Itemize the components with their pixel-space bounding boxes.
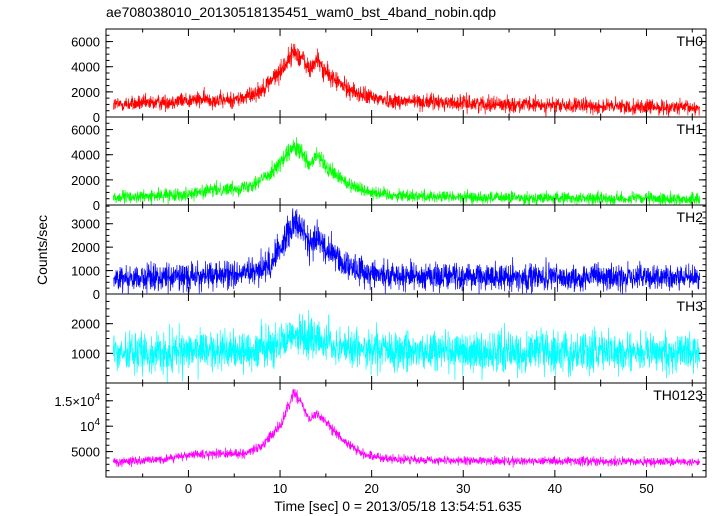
y-tick-label: 2000 [71,240,100,255]
y-tick-label: 0 [93,198,100,213]
y-tick-label: 1000 [71,264,100,279]
x-tick-label: 30 [456,481,470,496]
series-line-th3 [112,310,700,383]
y-tick-label: 4000 [71,148,100,163]
panel-label: TH0123 [653,387,703,403]
x-tick-label: 50 [639,481,653,496]
y-tick-label: 3000 [71,217,100,232]
chart-title: ae708038010_20130518135451_wam0_bst_4ban… [106,4,496,20]
y-tick-label: 0 [93,110,100,125]
panel-th0: TH0 0 2000 4000 6000 [71,28,707,125]
panels-group: TH0 0 2000 4000 6000 TH1 0 2000 4000 6000 TH2 0 1000… [54,28,707,478]
x-tick-label: 10 [273,481,287,496]
panel-th0123: TH0123 5000 104 1.5×104 [54,382,707,478]
x-axis-label: Time [sec] 0 = 2013/05/18 13:54:51.635 [274,498,522,514]
panel-frame [105,382,707,478]
x-tick-label: 0 [185,481,192,496]
x-tick-label: 20 [364,481,378,496]
y-axis-label: Counts/sec [34,215,50,285]
panel-label: TH0 [677,33,704,49]
series-line-th1 [112,137,700,205]
panel-label: TH2 [677,209,704,225]
y-tick-label: 6000 [71,123,100,138]
x-tick-label: 40 [548,481,562,496]
y-tick-label: 5000 [71,445,100,460]
y-tick-label: 0 [93,287,100,302]
panel-label: TH3 [677,298,704,314]
series-line-th0123 [112,388,700,468]
panel-th3: TH3 1000 2000 [71,293,707,384]
y-tick-label: 6000 [71,35,100,50]
y-tick-label: 104 [80,417,100,434]
panel-th1: TH1 0 2000 4000 6000 [71,116,707,213]
panel-th2: TH2 0 1000 2000 3000 [71,204,707,302]
panel-label: TH1 [677,121,704,137]
y-tick-label: 4000 [71,60,100,75]
y-tick-label: 1000 [71,346,100,361]
series-line-th2 [113,208,700,294]
series-line-th0 [112,43,700,117]
y-tick-label: 2000 [71,85,100,100]
y-tick-label: 1.5×104 [54,392,100,409]
y-tick-label: 2000 [71,317,100,332]
y-tick-label: 2000 [71,173,100,188]
